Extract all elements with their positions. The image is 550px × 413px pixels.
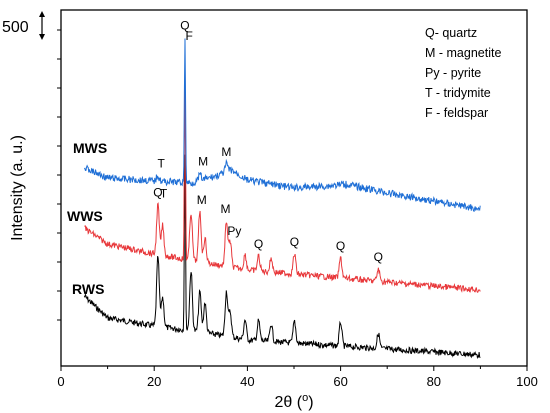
scale-bar: 500 xyxy=(2,11,45,40)
x-axis-label: 2θ (o) xyxy=(274,392,313,411)
legend-entry-magnetite: M - magnetite xyxy=(425,46,501,60)
peak-annotation: Q xyxy=(254,237,263,251)
peak-annotation: Q xyxy=(153,186,162,200)
legend-entry-quartz: Q- quartz xyxy=(425,26,477,40)
x-tick-label: 40 xyxy=(240,374,254,389)
y-axis-label: Intensity (a. u.) xyxy=(9,135,26,241)
scale-bar-label: 500 xyxy=(2,19,29,36)
x-axis-label-end: ) xyxy=(308,394,313,411)
series-line-rws xyxy=(83,154,481,360)
peak-annotation: Q xyxy=(374,250,383,264)
legend-entry-tridymite: T - tridymite xyxy=(425,86,491,100)
x-tick-label: 20 xyxy=(147,374,161,389)
series-line-wws xyxy=(84,69,481,293)
x-tick-label: 80 xyxy=(427,374,441,389)
series-line-mws xyxy=(83,38,481,212)
scale-bar-arrow-down xyxy=(39,34,45,40)
x-tick-label: 100 xyxy=(516,374,538,389)
peak-annotation: M xyxy=(221,145,231,159)
peak-annotation: T xyxy=(160,187,168,201)
series-label-rws: RWS xyxy=(72,281,104,297)
legend: Q- quartz M - magnetite Py - pyrite T - … xyxy=(425,26,501,120)
peak-annotation: Q xyxy=(290,235,299,249)
peak-annotation: T xyxy=(158,156,166,170)
legend-entry-pyrite: Py - pyrite xyxy=(425,66,481,80)
x-tick-label: 60 xyxy=(333,374,347,389)
legend-entry-feldspar: F - feldspar xyxy=(425,106,488,120)
peak-annotation: Q xyxy=(180,19,189,33)
x-axis-label-superscript: o xyxy=(302,392,308,404)
peak-annotation: Py xyxy=(227,224,241,238)
peak-annotation: F xyxy=(185,29,192,43)
axis-ticks: 0 20 40 60 80 100 xyxy=(57,29,538,389)
scale-bar-arrow-up xyxy=(39,11,45,17)
peak-annotation: M xyxy=(197,193,207,207)
peak-annotation: M xyxy=(220,202,230,216)
x-axis-label-main: 2θ ( xyxy=(274,394,302,411)
peak-annotation: Q xyxy=(336,239,345,253)
series-layer xyxy=(83,38,481,360)
series-label-wws: WWS xyxy=(67,208,103,224)
series-label-mws: MWS xyxy=(73,140,107,156)
x-tick-label: 0 xyxy=(57,374,64,389)
peak-annotation: M xyxy=(198,155,208,169)
